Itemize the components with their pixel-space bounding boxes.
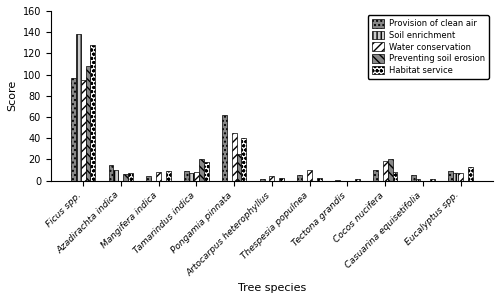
Bar bbox=[260, 178, 264, 181]
Bar bbox=[189, 173, 194, 181]
Bar bbox=[128, 173, 133, 181]
Bar bbox=[194, 172, 199, 181]
Bar bbox=[392, 172, 398, 181]
Bar bbox=[458, 173, 463, 181]
Bar bbox=[222, 115, 227, 181]
Bar bbox=[382, 160, 388, 181]
Bar bbox=[71, 78, 76, 181]
X-axis label: Tree species: Tree species bbox=[238, 283, 306, 293]
Bar bbox=[90, 45, 96, 181]
Bar bbox=[114, 170, 118, 181]
Bar bbox=[307, 170, 312, 181]
Bar bbox=[430, 178, 435, 181]
Bar bbox=[298, 176, 302, 181]
Bar bbox=[86, 66, 90, 181]
Bar bbox=[335, 180, 340, 181]
Bar bbox=[373, 170, 378, 181]
Bar bbox=[317, 178, 322, 181]
Bar bbox=[80, 80, 86, 181]
Bar bbox=[242, 138, 246, 181]
Bar bbox=[146, 176, 152, 181]
Bar bbox=[166, 171, 171, 181]
Bar bbox=[156, 172, 161, 181]
Bar bbox=[416, 178, 420, 181]
Bar bbox=[108, 165, 114, 181]
Bar bbox=[184, 171, 189, 181]
Bar bbox=[270, 176, 274, 181]
Bar bbox=[280, 178, 284, 181]
Bar bbox=[232, 133, 236, 181]
Bar bbox=[124, 174, 128, 181]
Bar bbox=[204, 162, 208, 181]
Bar bbox=[410, 176, 416, 181]
Bar bbox=[76, 34, 80, 181]
Bar bbox=[199, 160, 203, 181]
Bar bbox=[468, 167, 473, 181]
Y-axis label: Score: Score bbox=[7, 80, 17, 112]
Bar bbox=[454, 173, 458, 181]
Bar bbox=[236, 154, 242, 181]
Legend: Provision of clean air, Soil enrichment, Water conservation, Preventing soil ero: Provision of clean air, Soil enrichment,… bbox=[368, 15, 489, 79]
Bar bbox=[448, 171, 454, 181]
Bar bbox=[355, 178, 360, 181]
Bar bbox=[388, 160, 392, 181]
